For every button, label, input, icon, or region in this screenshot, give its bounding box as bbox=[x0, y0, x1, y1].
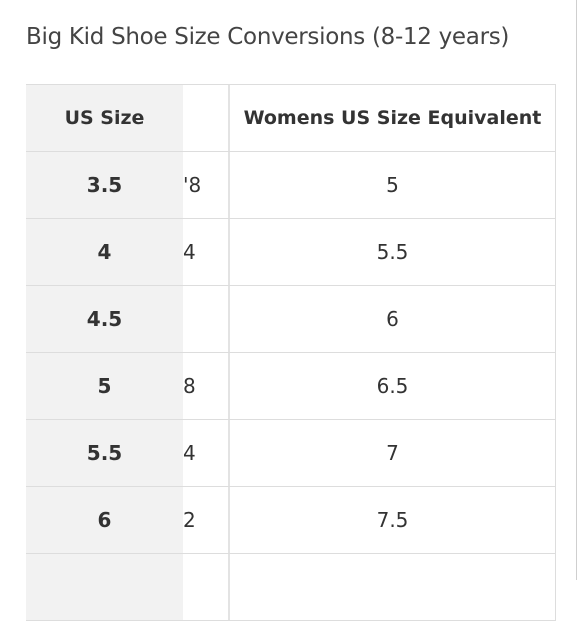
table-cell: 4 bbox=[26, 219, 183, 285]
table-cell: 4.5 bbox=[26, 286, 183, 352]
table-cell: 5 bbox=[26, 353, 183, 419]
table-cell: 6 bbox=[26, 487, 183, 553]
table-cell: 5 bbox=[230, 152, 556, 218]
table-cell: 2 bbox=[183, 487, 230, 553]
table-cell: US Size bbox=[26, 85, 183, 151]
table-row: 4.5 6 bbox=[26, 286, 556, 353]
header-row: US Size Womens US Size Equivalent bbox=[26, 85, 556, 152]
table-cell: Womens US Size Equivalent bbox=[230, 85, 556, 151]
edge-border bbox=[576, 0, 577, 580]
table-cell: 7.5 bbox=[230, 487, 556, 553]
table-cell bbox=[183, 85, 230, 151]
table-cell: 4 bbox=[183, 219, 230, 285]
table-row: 3.5'8 5 bbox=[26, 152, 556, 219]
table-cell bbox=[26, 554, 183, 620]
size-table: US Size Womens US Size Equivalent 3.5'8 5 4 4… bbox=[26, 84, 556, 621]
table-cell bbox=[230, 554, 556, 620]
table-cell: 4 bbox=[183, 420, 230, 486]
table-row: 5.5 4 7 bbox=[26, 420, 556, 487]
table-cell: '8 bbox=[183, 152, 230, 218]
table-row: 4 4 5.5 bbox=[26, 219, 556, 286]
table-cell: 3.5 bbox=[26, 152, 183, 218]
page: Big Kid Shoe Size Conversions (8-12 year… bbox=[26, 0, 577, 621]
table-cell: 5.5 bbox=[26, 420, 183, 486]
table-row: 5 8 6.5 bbox=[26, 353, 556, 420]
page-title: Big Kid Shoe Size Conversions (8-12 year… bbox=[26, 24, 510, 50]
table-cell: 8 bbox=[183, 353, 230, 419]
table-cell: 6 bbox=[230, 286, 556, 352]
table-cell: 5.5 bbox=[230, 219, 556, 285]
table-cell: 6.5 bbox=[230, 353, 556, 419]
table-cell: 7 bbox=[230, 420, 556, 486]
table-row-cut bbox=[26, 554, 556, 621]
table-cell bbox=[183, 554, 230, 620]
table-cell bbox=[183, 286, 230, 352]
table-row: 6 2 7.5 bbox=[26, 487, 556, 554]
